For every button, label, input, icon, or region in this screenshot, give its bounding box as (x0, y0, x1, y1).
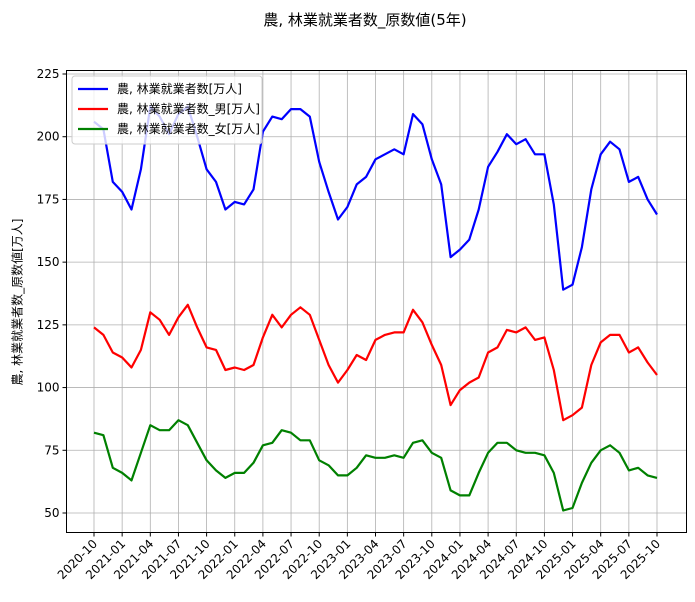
legend-box (71, 75, 263, 145)
x-axis-ticks: 2020-102021-012021-042021-072021-102022-… (55, 532, 663, 582)
y-axis-ticks: 50 75 100 125 150 175 200 225 (37, 67, 67, 520)
y-tick-label: 125 (37, 318, 60, 332)
y-tick-label: 175 (37, 192, 60, 206)
legend-label: 農, 林業就業者数_男[万人] (117, 101, 260, 116)
legend-label: 農, 林業就業者数[万人] (117, 81, 242, 96)
legend-label: 農, 林業就業者数_女[万人] (117, 121, 260, 136)
series-line-1 (93, 303, 658, 422)
y-tick-label: 100 (37, 381, 60, 395)
legend: 農, 林業就業者数[万人] 農, 林業就業者数_男[万人] 農, 林業就業者数_女[… (71, 75, 263, 145)
chart-title: 農, 林業就業者数_原数値(5年) (263, 11, 467, 29)
y-tick-label: 200 (37, 130, 60, 144)
y-tick-label: 75 (44, 443, 59, 457)
y-tick-label: 50 (44, 506, 59, 520)
series-line-2 (93, 419, 658, 512)
y-tick-label: 225 (37, 67, 60, 81)
grid-lines (66, 70, 687, 533)
plot-frame (66, 70, 687, 533)
y-tick-label: 150 (37, 255, 60, 269)
